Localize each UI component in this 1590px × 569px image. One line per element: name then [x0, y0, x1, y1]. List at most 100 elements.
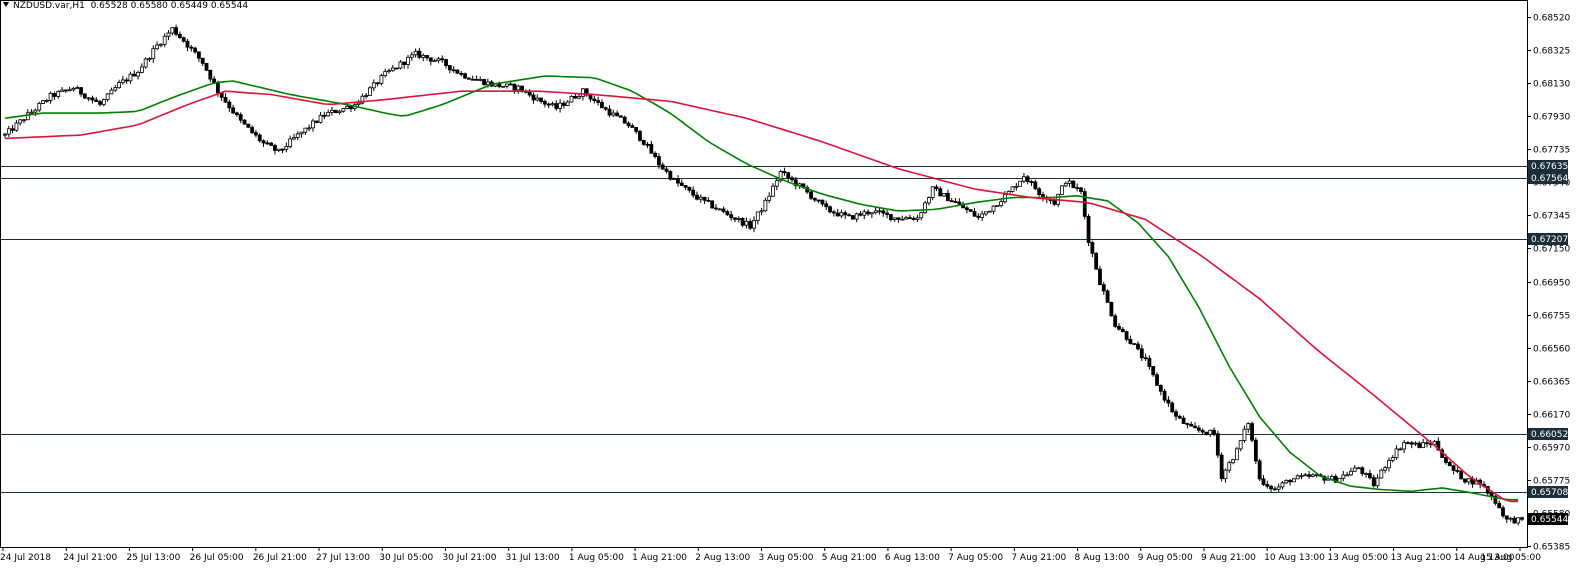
y-tick-label: 0.66560 [1533, 345, 1570, 355]
candle-body [930, 186, 935, 199]
chart-menu-triangle-icon[interactable] [3, 2, 9, 7]
candle-body [1432, 440, 1437, 445]
candle-body [755, 211, 760, 221]
candle-body [158, 43, 163, 46]
candle-body [379, 75, 384, 84]
candle-body [854, 213, 859, 220]
candle-body [98, 101, 102, 105]
candle-body [995, 205, 1000, 207]
candle-body [1109, 301, 1114, 317]
x-tick-label: 30 Jul 05:00 [379, 553, 433, 563]
candle-body [216, 82, 220, 94]
candle-body [166, 32, 171, 37]
candle-body [1189, 423, 1194, 427]
candle-body [516, 85, 521, 91]
x-tick-label: 8 Aug 13:00 [1075, 553, 1130, 563]
candle-body [37, 103, 42, 111]
candle-body [223, 96, 228, 103]
candle-body [204, 62, 209, 71]
candle-body [269, 142, 274, 146]
candle-body [504, 83, 509, 87]
candle-body [254, 132, 258, 136]
candle-body [1124, 331, 1129, 340]
x-tick-label: 27 Jul 13:00 [316, 553, 370, 563]
candle-body [1349, 470, 1353, 476]
candle-body [1413, 442, 1418, 445]
candle-body [638, 130, 642, 141]
candle-body [660, 164, 665, 170]
candle-body [1299, 475, 1304, 478]
candle-body [774, 180, 779, 187]
candle-body [1253, 439, 1258, 462]
candle-body [193, 47, 198, 53]
candle-body [740, 217, 745, 226]
candle-body [729, 214, 734, 219]
candle-body [48, 93, 53, 101]
candle-body [999, 201, 1004, 206]
candle-body [177, 33, 182, 39]
ohlc-high: 0.65580 [130, 1, 168, 11]
candle-body [748, 220, 753, 229]
candle-body [600, 101, 604, 109]
candle-body [227, 101, 232, 109]
candle-body [603, 107, 608, 110]
candle-body [67, 89, 72, 92]
candle-body [71, 88, 76, 91]
candle-body [303, 127, 308, 133]
candle-body [733, 217, 737, 220]
y-tick-label: 0.68325 [1533, 47, 1570, 57]
candle-body [246, 123, 251, 128]
candle-body [1276, 486, 1281, 490]
candle-body [546, 103, 551, 106]
candle-body [143, 58, 148, 68]
candle-body [664, 168, 669, 172]
candle-body [238, 114, 243, 121]
level-price-label: 0.67564 [1531, 174, 1568, 184]
candle-body [759, 210, 764, 213]
candle-body [1398, 448, 1403, 451]
candle-body [288, 138, 293, 147]
candle-body [1181, 417, 1186, 424]
candle-body [630, 125, 635, 128]
candle-body [1204, 431, 1209, 435]
level-price-label: 0.67207 [1531, 235, 1568, 245]
candle-body [428, 57, 433, 62]
candle-body [189, 46, 194, 49]
candle-body [1143, 357, 1148, 360]
candle-body [1151, 366, 1156, 376]
candle-body [1356, 467, 1361, 470]
current-price-label: 0.65544 [1531, 515, 1568, 525]
candle-body [885, 212, 889, 215]
candle-body [273, 145, 277, 151]
candle-body [809, 191, 813, 199]
y-tick-label: 0.65775 [1533, 477, 1570, 487]
candle-body [307, 127, 312, 130]
candle-body [904, 217, 908, 220]
candle-body [44, 100, 49, 102]
candle-body [1158, 385, 1163, 392]
candle-body [1105, 290, 1110, 303]
candle-body [387, 70, 391, 73]
candle-body [831, 211, 836, 214]
candle-body [383, 71, 388, 76]
candle-body [1295, 475, 1300, 480]
candle-body [292, 137, 296, 140]
candle-body [1177, 415, 1182, 419]
candle-body [455, 69, 460, 74]
candle-body [337, 110, 342, 114]
candle-body [406, 56, 410, 65]
candle-body [1272, 488, 1277, 491]
candle-body [1406, 442, 1410, 445]
candle-body [676, 178, 680, 184]
level-price-tag [1528, 428, 1568, 440]
candle-body [683, 185, 688, 188]
candle-body [349, 106, 353, 110]
candle-body [299, 131, 304, 135]
candle-body [1101, 284, 1106, 292]
candle-body [3, 133, 7, 136]
candle-body [86, 97, 91, 100]
candle-body [782, 171, 787, 174]
candle-body [744, 220, 749, 226]
